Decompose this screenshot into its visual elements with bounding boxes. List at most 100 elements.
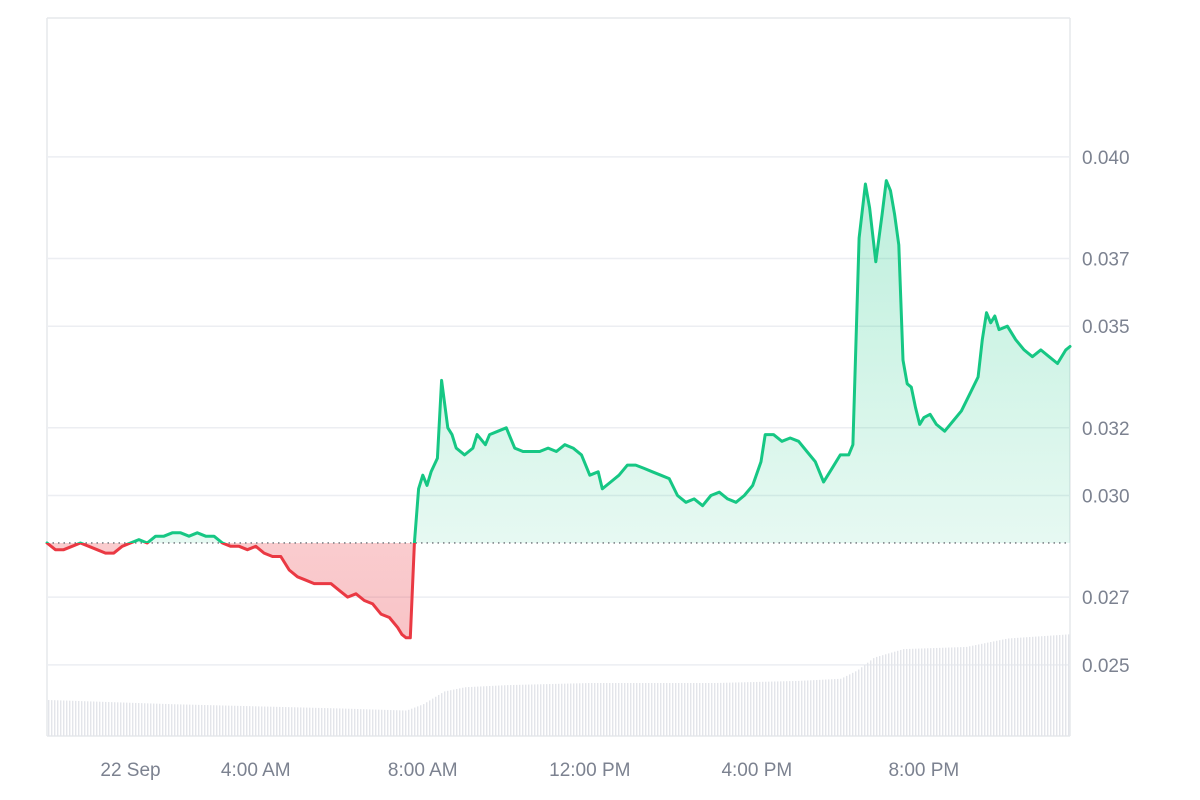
volume-bar (513, 684, 515, 736)
volume-bar (108, 702, 110, 736)
volume-bar (486, 686, 488, 736)
volume-bar (78, 701, 80, 736)
volume-bar (456, 688, 458, 736)
volume-bar (258, 706, 260, 736)
volume-bar (1068, 634, 1070, 736)
volume-bar (195, 704, 197, 736)
volume-bar (537, 684, 539, 736)
volume-bar (627, 683, 629, 736)
volume-bar (696, 683, 698, 736)
volume-bar (411, 708, 413, 736)
volume-bar (60, 700, 62, 736)
volume-bar (828, 679, 830, 736)
volume-bar (744, 682, 746, 736)
volume-bar (387, 709, 389, 736)
volume-bar (414, 707, 416, 736)
volume-bar (783, 681, 785, 736)
volume-bar (186, 704, 188, 736)
volume-bar (378, 709, 380, 736)
volume-bar (249, 706, 251, 736)
volume-bar (837, 678, 839, 736)
volume-bar (162, 703, 164, 736)
volume-bar (897, 650, 899, 736)
volume-bar (447, 690, 449, 736)
volume-bar (405, 710, 407, 736)
volume-bar (111, 702, 113, 736)
volume-bar (102, 701, 104, 736)
volume-bar (393, 710, 395, 736)
volume-bar (360, 709, 362, 736)
volume-bar (906, 648, 908, 736)
volume-bar (261, 706, 263, 736)
volume-bar (147, 703, 149, 736)
volume-bar (231, 705, 233, 736)
volume-bar (327, 708, 329, 736)
volume-bar (543, 684, 545, 736)
volume-bar (219, 705, 221, 736)
volume-bar (132, 702, 134, 736)
volume-bar (345, 708, 347, 736)
volume-bar (606, 683, 608, 736)
volume-bar (255, 706, 257, 736)
plot-frame (46, 17, 1071, 737)
volume-bar (501, 685, 503, 736)
volume-bar (867, 662, 869, 736)
volume-bar (747, 682, 749, 736)
volume-bar (354, 708, 356, 736)
volume-bar (843, 677, 845, 736)
volume-bar (201, 704, 203, 736)
volume-bar (699, 683, 701, 736)
volume-bar (1059, 634, 1061, 736)
volume-bar (459, 688, 461, 736)
volume-bar (669, 683, 671, 736)
volume-bars (48, 634, 1070, 736)
volume-bar (822, 679, 824, 736)
volume-bar (165, 703, 167, 736)
volume-bar (588, 683, 590, 736)
volume-bar (240, 705, 242, 736)
volume-bar (1065, 634, 1067, 736)
volume-bar (288, 707, 290, 736)
volume-bar (117, 702, 119, 736)
volume-bar (300, 707, 302, 736)
volume-bar (654, 683, 656, 736)
volume-bar (777, 681, 779, 736)
volume-bar (987, 642, 989, 736)
volume-bar (384, 709, 386, 736)
volume-bar (168, 704, 170, 736)
volume-bar (894, 651, 896, 736)
volume-bar (819, 679, 821, 736)
volume-bar (720, 682, 722, 736)
volume-bar (189, 704, 191, 736)
volume-bar (321, 707, 323, 736)
volume-bar (609, 683, 611, 736)
volume-bar (210, 705, 212, 736)
y-tick-label: 0.040 (1082, 148, 1130, 169)
volume-bar (573, 683, 575, 736)
volume-bar (603, 683, 605, 736)
volume-bar (678, 683, 680, 736)
volume-bar (468, 687, 470, 736)
volume-bar (66, 700, 68, 736)
volume-bar (846, 675, 848, 736)
volume-bar (246, 706, 248, 736)
volume-bar (612, 683, 614, 736)
volume-bar (1005, 638, 1007, 736)
volume-bar (615, 683, 617, 736)
volume-bar (960, 647, 962, 736)
volume-bar (915, 648, 917, 736)
volume-bar (1023, 637, 1025, 736)
volume-bar (798, 680, 800, 736)
volume-bar (591, 683, 593, 736)
volume-bar (366, 709, 368, 736)
volume-bar (708, 683, 710, 736)
volume-bar (75, 700, 77, 736)
volume-bar (1008, 638, 1010, 736)
volume-bar (966, 646, 968, 736)
volume-bar (90, 701, 92, 736)
volume-bar (93, 701, 95, 736)
volume-bar (285, 707, 287, 736)
volume-bar (330, 708, 332, 736)
volume-bar (522, 684, 524, 736)
volume-bar (990, 642, 992, 736)
